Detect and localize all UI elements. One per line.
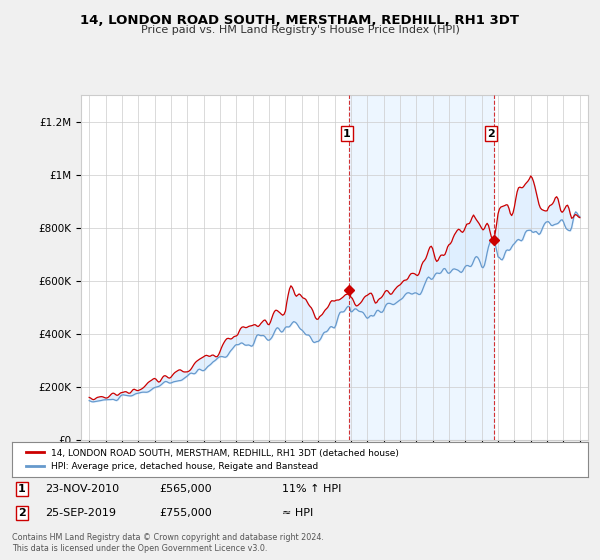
Text: 25-SEP-2019: 25-SEP-2019: [45, 508, 116, 518]
Text: 11% ↑ HPI: 11% ↑ HPI: [282, 484, 341, 494]
Bar: [349, 95, 494, 440]
Text: 23-NOV-2010: 23-NOV-2010: [45, 484, 119, 494]
Text: 1: 1: [18, 484, 26, 494]
Legend: 14, LONDON ROAD SOUTH, MERSTHAM, REDHILL, RH1 3DT (detached house), HPI: Average: 14, LONDON ROAD SOUTH, MERSTHAM, REDHILL…: [22, 445, 403, 475]
Text: £755,000: £755,000: [159, 508, 212, 518]
Text: 14, LONDON ROAD SOUTH, MERSTHAM, REDHILL, RH1 3DT: 14, LONDON ROAD SOUTH, MERSTHAM, REDHILL…: [80, 14, 520, 27]
Text: 1: 1: [343, 129, 350, 139]
Text: Contains HM Land Registry data © Crown copyright and database right 2024.
This d: Contains HM Land Registry data © Crown c…: [12, 533, 324, 553]
Text: 2: 2: [18, 508, 26, 518]
Text: £565,000: £565,000: [159, 484, 212, 494]
Text: 2: 2: [487, 129, 495, 139]
Text: Price paid vs. HM Land Registry's House Price Index (HPI): Price paid vs. HM Land Registry's House …: [140, 25, 460, 35]
Text: ≈ HPI: ≈ HPI: [282, 508, 313, 518]
